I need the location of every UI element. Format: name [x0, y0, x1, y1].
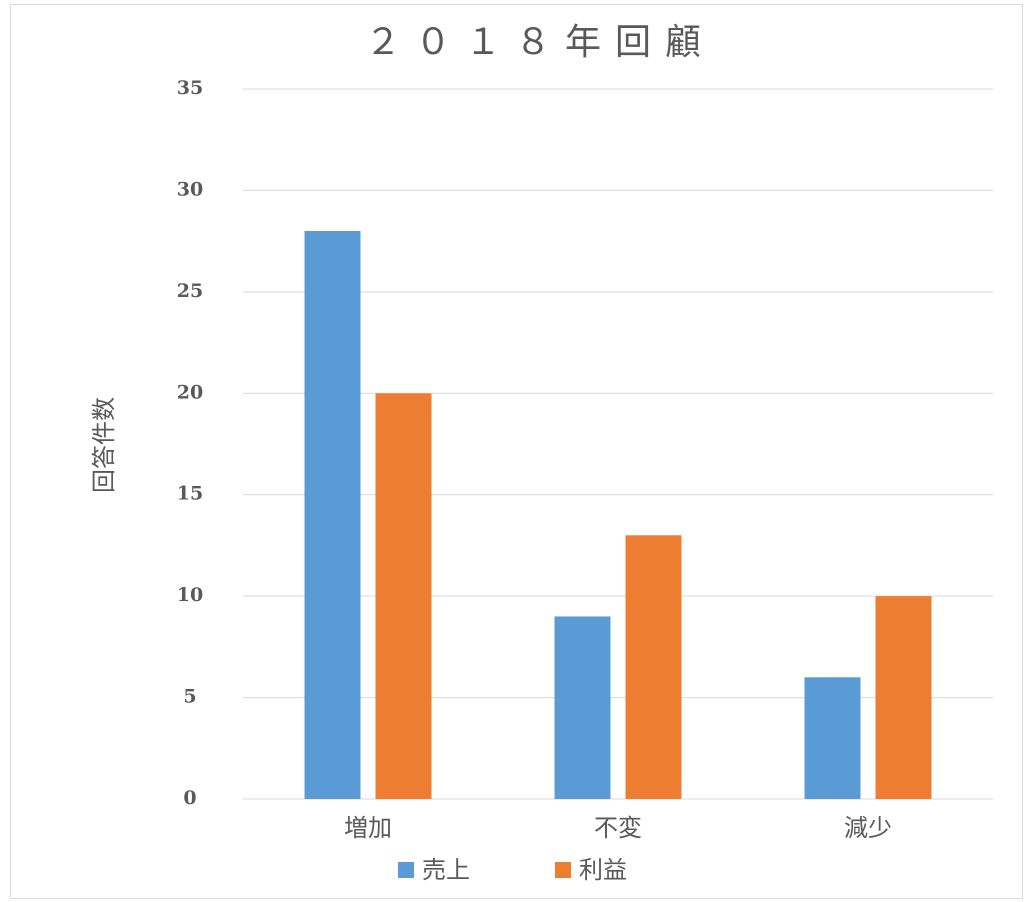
bar: [554, 616, 611, 799]
y-tick-label: 35: [177, 77, 203, 99]
bar: [625, 535, 682, 799]
chart-title: ２０１８年回顧: [365, 22, 715, 63]
y-tick-label: 20: [177, 381, 203, 403]
x-tick-label: 減少: [844, 814, 892, 842]
legend-label: 売上: [422, 856, 470, 884]
y-tick-label: 5: [183, 686, 196, 708]
bar: [304, 231, 361, 799]
bar: [875, 596, 932, 799]
legend-swatch: [555, 862, 571, 878]
y-tick-label: 0: [183, 787, 196, 809]
bar: [804, 677, 861, 799]
y-tick-label: 30: [177, 178, 203, 200]
legend-swatch: [398, 862, 414, 878]
bar: [375, 393, 432, 799]
x-tick-label: 不変: [594, 814, 642, 842]
y-tick-label: 25: [177, 280, 203, 302]
y-tick-label: 10: [177, 584, 203, 606]
chart-border: [10, 4, 1023, 899]
y-axis-label: 回答件数: [90, 397, 118, 493]
x-tick-label: 増加: [344, 814, 392, 842]
y-tick-label: 15: [177, 483, 203, 505]
legend-label: 利益: [579, 856, 627, 884]
